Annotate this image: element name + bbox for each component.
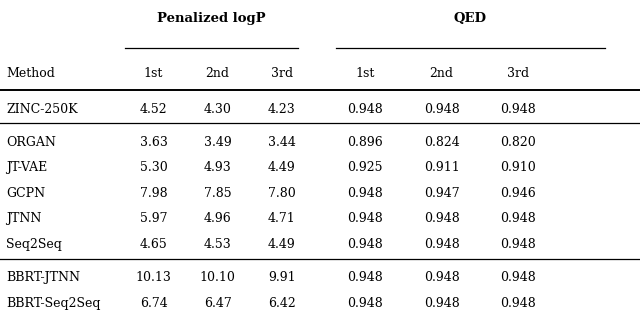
Text: Method: Method bbox=[6, 67, 55, 80]
Text: BBRT-Seq2Seq: BBRT-Seq2Seq bbox=[6, 297, 101, 310]
Text: 0.948: 0.948 bbox=[424, 238, 460, 251]
Text: 4.65: 4.65 bbox=[140, 238, 168, 251]
Text: 0.948: 0.948 bbox=[500, 297, 536, 310]
Text: 3.49: 3.49 bbox=[204, 136, 232, 149]
Text: 4.23: 4.23 bbox=[268, 103, 296, 116]
Text: 5.30: 5.30 bbox=[140, 161, 168, 174]
Text: 10.10: 10.10 bbox=[200, 271, 236, 284]
Text: QED: QED bbox=[454, 12, 487, 26]
Text: 6.47: 6.47 bbox=[204, 297, 232, 310]
Text: 0.948: 0.948 bbox=[347, 297, 383, 310]
Text: 0.948: 0.948 bbox=[424, 271, 460, 284]
Text: 0.925: 0.925 bbox=[347, 161, 383, 174]
Text: 0.948: 0.948 bbox=[424, 212, 460, 225]
Text: JTNN: JTNN bbox=[6, 212, 42, 225]
Text: GCPN: GCPN bbox=[6, 187, 45, 200]
Text: 4.53: 4.53 bbox=[204, 238, 232, 251]
Text: 4.93: 4.93 bbox=[204, 161, 232, 174]
Text: 3rd: 3rd bbox=[271, 67, 292, 80]
Text: 0.948: 0.948 bbox=[347, 212, 383, 225]
Text: 1st: 1st bbox=[144, 67, 163, 80]
Text: 7.85: 7.85 bbox=[204, 187, 232, 200]
Text: 0.947: 0.947 bbox=[424, 187, 460, 200]
Text: 0.824: 0.824 bbox=[424, 136, 460, 149]
Text: 0.948: 0.948 bbox=[347, 103, 383, 116]
Text: 0.896: 0.896 bbox=[347, 136, 383, 149]
Text: 3.63: 3.63 bbox=[140, 136, 168, 149]
Text: 0.911: 0.911 bbox=[424, 161, 460, 174]
Text: 0.948: 0.948 bbox=[500, 271, 536, 284]
Text: 0.948: 0.948 bbox=[424, 103, 460, 116]
Text: 4.30: 4.30 bbox=[204, 103, 232, 116]
Text: 0.946: 0.946 bbox=[500, 187, 536, 200]
Text: ZINC-250K: ZINC-250K bbox=[6, 103, 78, 116]
Text: 0.910: 0.910 bbox=[500, 161, 536, 174]
Text: 0.948: 0.948 bbox=[500, 238, 536, 251]
Text: 3.44: 3.44 bbox=[268, 136, 296, 149]
Text: 5.97: 5.97 bbox=[140, 212, 167, 225]
Text: 0.948: 0.948 bbox=[500, 212, 536, 225]
Text: 4.49: 4.49 bbox=[268, 238, 296, 251]
Text: 2nd: 2nd bbox=[429, 67, 454, 80]
Text: 2nd: 2nd bbox=[205, 67, 230, 80]
Text: Seq2Seq: Seq2Seq bbox=[6, 238, 62, 251]
Text: 7.98: 7.98 bbox=[140, 187, 168, 200]
Text: 0.820: 0.820 bbox=[500, 136, 536, 149]
Text: 6.42: 6.42 bbox=[268, 297, 296, 310]
Text: 9.91: 9.91 bbox=[268, 271, 296, 284]
Text: 0.948: 0.948 bbox=[347, 271, 383, 284]
Text: 6.74: 6.74 bbox=[140, 297, 168, 310]
Text: 1st: 1st bbox=[355, 67, 374, 80]
Text: 3rd: 3rd bbox=[508, 67, 529, 80]
Text: 0.948: 0.948 bbox=[347, 238, 383, 251]
Text: 0.948: 0.948 bbox=[500, 103, 536, 116]
Text: 4.52: 4.52 bbox=[140, 103, 168, 116]
Text: 10.13: 10.13 bbox=[136, 271, 172, 284]
Text: 7.80: 7.80 bbox=[268, 187, 296, 200]
Text: ORGAN: ORGAN bbox=[6, 136, 56, 149]
Text: 4.71: 4.71 bbox=[268, 212, 296, 225]
Text: JT-VAE: JT-VAE bbox=[6, 161, 47, 174]
Text: BBRT-JTNN: BBRT-JTNN bbox=[6, 271, 81, 284]
Text: 0.948: 0.948 bbox=[424, 297, 460, 310]
Text: 0.948: 0.948 bbox=[347, 187, 383, 200]
Text: Penalized logP: Penalized logP bbox=[157, 12, 266, 26]
Text: 4.96: 4.96 bbox=[204, 212, 232, 225]
Text: 4.49: 4.49 bbox=[268, 161, 296, 174]
